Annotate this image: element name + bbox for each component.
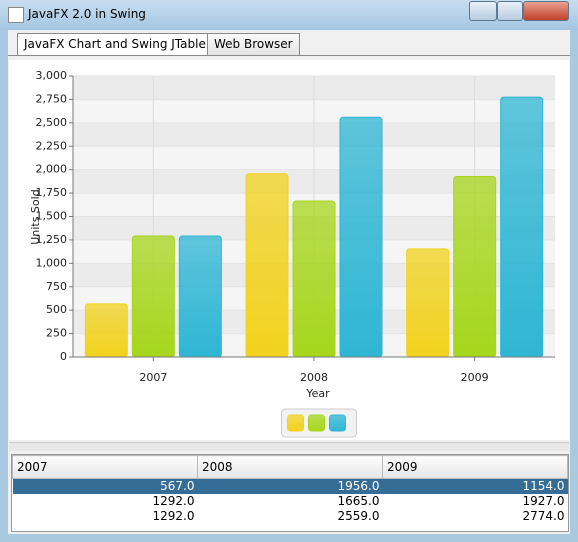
splitter[interactable] xyxy=(9,442,569,451)
bar xyxy=(131,235,175,358)
table-row[interactable]: 567.0 1956.0 1154.0 xyxy=(12,478,568,494)
minimize-button[interactable] xyxy=(469,1,497,21)
bar xyxy=(245,173,289,358)
y-axis-label: Units Sold xyxy=(29,189,42,244)
y-tick-label: 2,000 xyxy=(36,163,68,176)
table-panel: 2007 2008 2009 567.0 1956.0 1154.0 1292.0 1665.… xyxy=(11,454,569,532)
table-row[interactable]: 1292.0 1665.0 1927.0 xyxy=(13,494,568,509)
app-icon xyxy=(8,7,24,23)
tab[interactable]: JavaFX Chart and Swing JTable xyxy=(17,33,213,55)
bar xyxy=(84,303,128,358)
legend-swatch xyxy=(287,414,304,432)
bar xyxy=(339,116,383,358)
y-tick-label: 2,500 xyxy=(36,116,68,129)
tab-border xyxy=(8,55,570,56)
column-header: 2009 xyxy=(382,455,568,479)
table-cell: 1292.0 xyxy=(152,494,195,508)
y-tick-label: 1,750 xyxy=(36,186,68,199)
tab[interactable]: Web Browser xyxy=(207,33,300,55)
bar xyxy=(178,235,222,358)
y-tick-label: 0 xyxy=(60,350,67,363)
close-button[interactable] xyxy=(523,1,569,21)
bar xyxy=(292,200,336,358)
bar xyxy=(500,96,544,358)
chart: Units Sold Year 0 250 500 750 1,000 1,250 1,50… xyxy=(29,69,555,438)
bar xyxy=(453,176,497,358)
y-tick-label: 1,250 xyxy=(36,233,68,246)
column-header: 2008 xyxy=(197,455,383,479)
table-cell: 1154.0 xyxy=(382,478,568,494)
data-table: 2007 2008 2009 567.0 1956.0 1154.0 1292.0 1665.… xyxy=(12,455,568,524)
window-title: JavaFX 2.0 in Swing xyxy=(28,7,146,21)
x-tick-label: 2007 xyxy=(139,371,167,384)
y-tick-label: 2,750 xyxy=(36,92,68,105)
x-tick-label: 2008 xyxy=(300,371,328,384)
y-tick-label: 500 xyxy=(46,303,67,316)
y-tick-label: 750 xyxy=(46,280,67,293)
table-cell: 2559.0 xyxy=(337,509,380,523)
table-cell: 1292.0 xyxy=(152,509,195,523)
x-axis-label: Year xyxy=(305,387,330,400)
y-tick-label: 250 xyxy=(46,327,67,340)
table-cell: 1665.0 xyxy=(337,494,380,508)
legend-swatch xyxy=(329,414,346,432)
table-row[interactable]: 1292.0 2559.0 2774.0 xyxy=(13,509,568,524)
legend-swatch xyxy=(308,414,325,432)
y-tick-label: 1,500 xyxy=(36,210,68,223)
maximize-button[interactable] xyxy=(497,1,523,21)
bar xyxy=(406,248,450,358)
y-tick-label: 3,000 xyxy=(36,69,68,82)
table-cell: 1956.0 xyxy=(197,478,383,494)
x-tick-label: 2009 xyxy=(461,371,489,384)
column-header: 2007 xyxy=(12,455,198,479)
table-cell: 2774.0 xyxy=(522,509,565,523)
title-bar: JavaFX 2.0 in Swing xyxy=(0,0,578,30)
table-cell: 567.0 xyxy=(12,478,198,494)
y-tick-label: 1,000 xyxy=(36,256,68,269)
y-tick-label: 2,250 xyxy=(36,139,68,152)
table-cell: 1927.0 xyxy=(522,494,565,508)
